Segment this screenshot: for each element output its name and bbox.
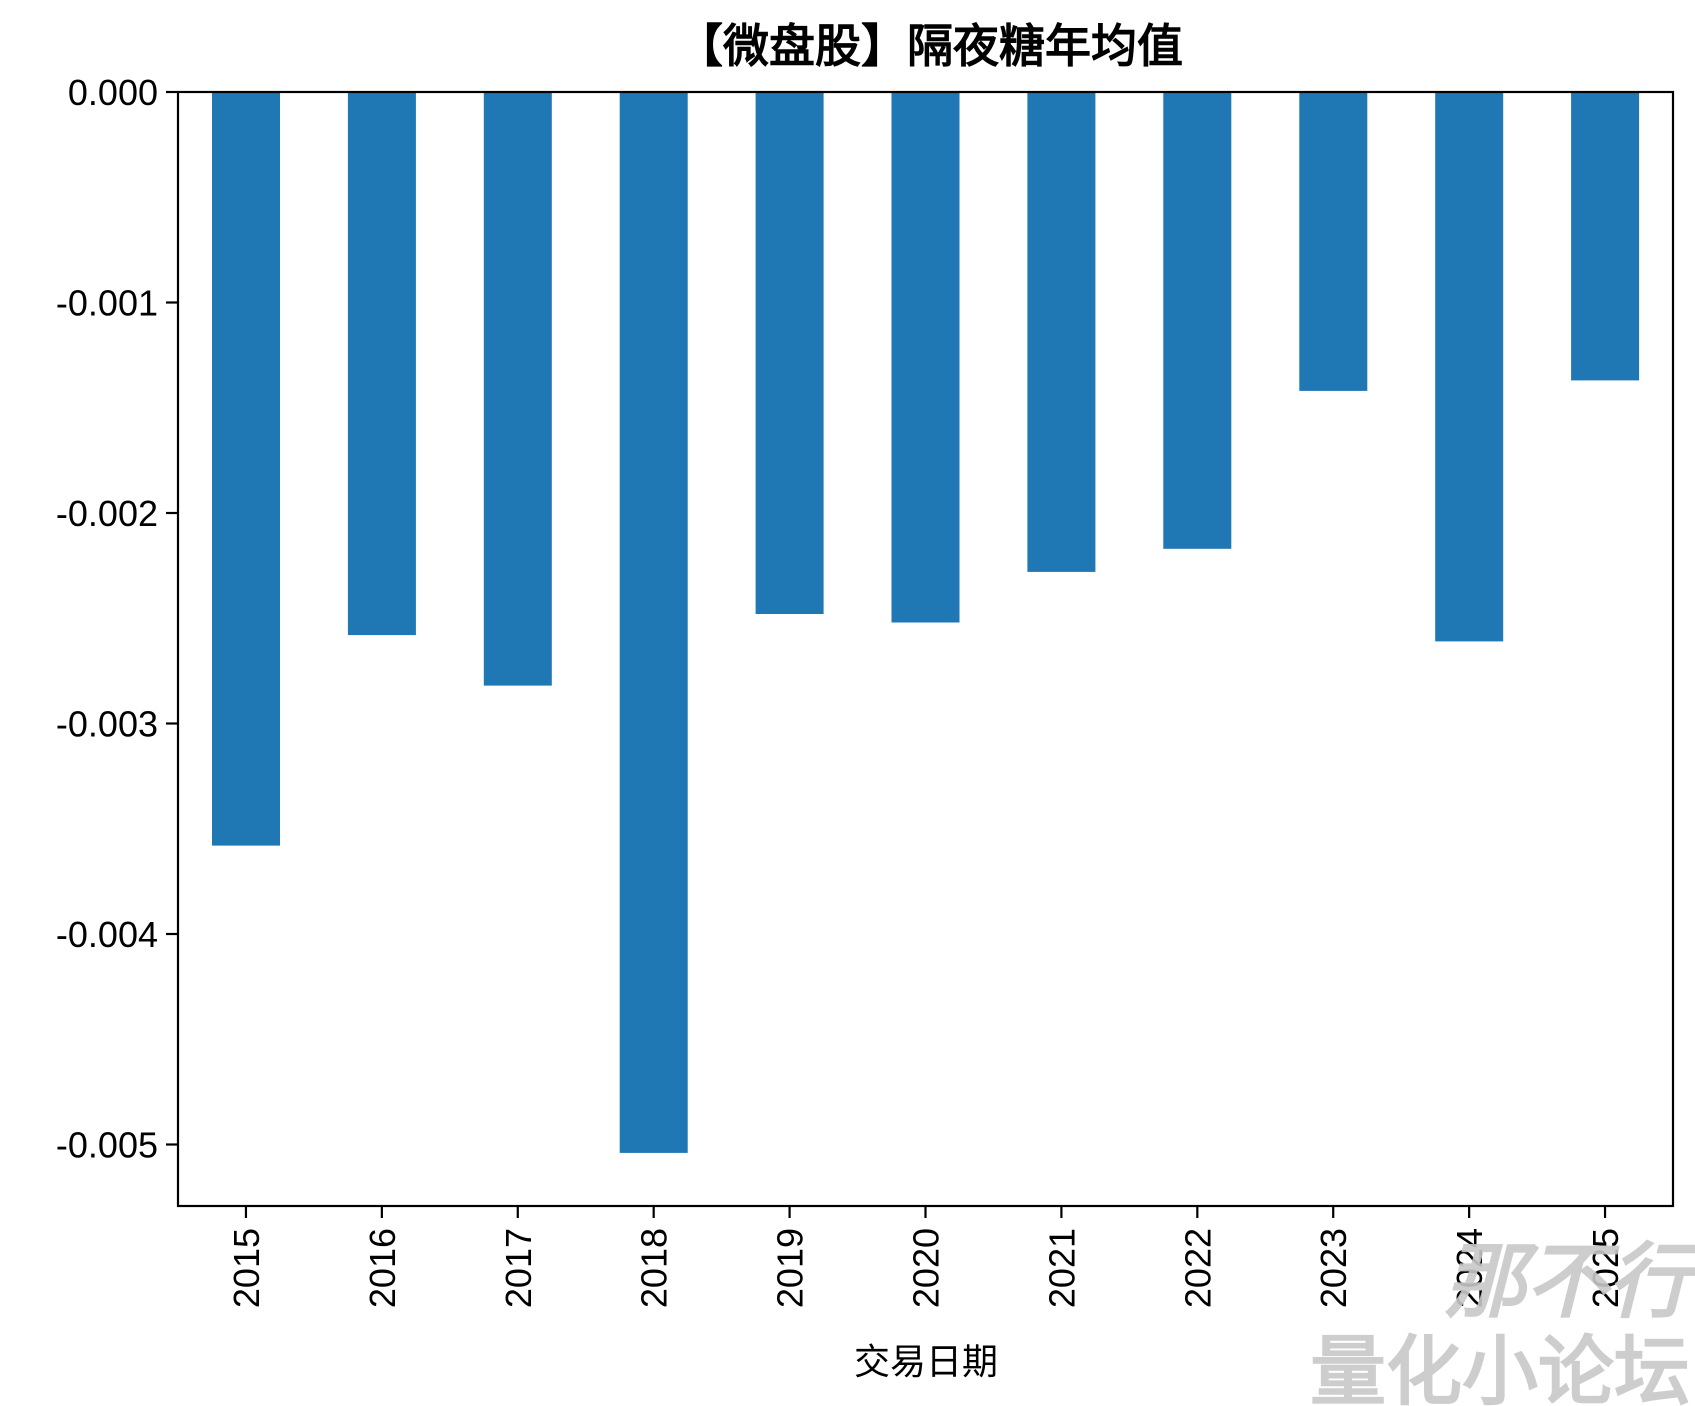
bar-2025 bbox=[1571, 92, 1640, 381]
bar-2024 bbox=[1435, 92, 1504, 642]
bar-2023 bbox=[1299, 92, 1368, 391]
bar-2021 bbox=[1027, 92, 1096, 572]
y-tick-label-3: -0.003 bbox=[56, 704, 158, 745]
bars-layer bbox=[212, 92, 1640, 1153]
chart-title: 【微盘股】隔夜糖年均值 bbox=[677, 19, 1183, 73]
x-tick-label-2022: 2022 bbox=[1177, 1228, 1218, 1308]
x-tick-label-2023: 2023 bbox=[1313, 1228, 1354, 1308]
x-tick-label-2017: 2017 bbox=[498, 1228, 539, 1308]
bar-2016 bbox=[347, 92, 416, 636]
bar-2020 bbox=[891, 92, 960, 623]
y-axis: 0.000 -0.001 -0.002 -0.003 -0.004 -0.005 bbox=[56, 72, 178, 1166]
y-tick-label-0: 0.000 bbox=[68, 72, 158, 113]
x-axis: 2015 2016 2017 2018 2019 2020 2021 2022 2023 2024… bbox=[226, 1206, 1626, 1308]
watermark-line2: 量化小论坛 bbox=[1310, 1327, 1690, 1406]
watermark: 那不行 量化小论坛 bbox=[1310, 1235, 1695, 1406]
y-tick-label-5: -0.005 bbox=[56, 1125, 158, 1166]
bar-2015 bbox=[212, 92, 280, 846]
x-tick-label-2019: 2019 bbox=[770, 1228, 811, 1308]
x-tick-label-2025: 2025 bbox=[1585, 1228, 1626, 1308]
x-tick-label-2024: 2024 bbox=[1449, 1228, 1490, 1308]
x-tick-label-2020: 2020 bbox=[906, 1228, 947, 1308]
y-tick-label-2: -0.002 bbox=[56, 493, 158, 534]
x-tick-label-2021: 2021 bbox=[1041, 1228, 1082, 1308]
bar-2018 bbox=[619, 92, 688, 1153]
x-tick-label-2016: 2016 bbox=[362, 1228, 403, 1308]
y-tick-label-4: -0.004 bbox=[56, 914, 158, 955]
watermark-line1: 那不行 bbox=[1444, 1235, 1695, 1330]
x-tick-label-2018: 2018 bbox=[634, 1228, 675, 1308]
y-tick-label-1: -0.001 bbox=[56, 283, 158, 324]
x-axis-label: 交易日期 bbox=[854, 1342, 998, 1383]
bar-2017 bbox=[483, 92, 552, 686]
bar-2019 bbox=[755, 92, 824, 614]
bar-2022 bbox=[1163, 92, 1232, 549]
x-tick-label-2015: 2015 bbox=[226, 1228, 267, 1308]
